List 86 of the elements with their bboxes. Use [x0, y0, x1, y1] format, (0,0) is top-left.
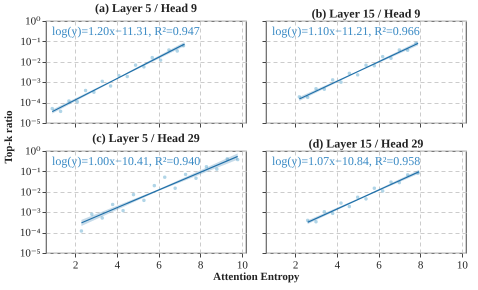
chart-title: (b) Layer 15 / Head 9 — [312, 6, 420, 20]
y-tick-label: 10⁻⁵ — [20, 248, 41, 260]
chart-title: (d) Layer 15 / Head 29 — [308, 136, 424, 150]
point — [163, 175, 166, 179]
x-tick-label: 8 — [198, 260, 204, 272]
point — [90, 212, 94, 216]
x-axis-title: Attention Entropy — [213, 271, 300, 283]
chart-title: (c) Layer 5 / Head 29 — [92, 131, 200, 145]
y-tick-label: 10⁻³ — [20, 76, 42, 89]
annotation: log(y)=1.20x−11.31, R²=0.947 — [52, 24, 200, 38]
y-tick-label: 10⁰ — [25, 16, 42, 28]
y-tick-label: 10⁻³ — [20, 206, 42, 219]
x-tick-label: 8 — [418, 260, 424, 272]
point — [184, 172, 188, 176]
point — [356, 196, 360, 199]
point — [348, 204, 352, 208]
y-tick-label: 10⁰ — [25, 146, 42, 158]
point — [306, 96, 310, 100]
point — [236, 158, 240, 162]
annotation: log(y)=1.00x−10.41, R²=0.940 — [52, 154, 200, 168]
annotation: log(y)=1.07x−10.84, R²=0.958 — [272, 154, 420, 168]
point — [322, 210, 326, 214]
point — [58, 110, 62, 114]
point — [108, 84, 112, 88]
point — [76, 100, 79, 104]
y-tick-label: 10⁻⁴ — [20, 97, 41, 110]
y-tick-label: 10⁻¹ — [20, 36, 40, 48]
point — [158, 58, 162, 62]
point — [176, 49, 179, 53]
point — [132, 192, 136, 196]
point — [298, 95, 302, 99]
point — [110, 202, 114, 206]
point — [348, 72, 352, 76]
point — [142, 198, 146, 202]
x-tick-label: 10 — [236, 260, 248, 272]
point — [173, 186, 177, 190]
point — [152, 184, 156, 188]
point — [406, 173, 410, 177]
point — [398, 180, 402, 184]
point — [314, 86, 318, 90]
point — [322, 88, 326, 92]
y-tick-label: 10⁻⁵ — [20, 118, 41, 130]
point — [364, 63, 368, 67]
point — [356, 73, 360, 77]
point — [121, 208, 125, 212]
point — [339, 201, 343, 205]
x-tick-label: 2 — [292, 260, 298, 272]
point — [126, 74, 129, 78]
point — [100, 80, 104, 84]
point — [372, 186, 376, 190]
x-tick-label: 2 — [72, 260, 78, 272]
point — [364, 197, 368, 201]
y-tick-label: 10⁻¹ — [20, 166, 40, 178]
point — [194, 176, 198, 180]
point — [80, 229, 84, 233]
point — [50, 106, 54, 110]
x-tick-label: 10 — [456, 260, 468, 272]
point — [67, 99, 71, 103]
y-tick-label: 10⁻² — [20, 186, 42, 198]
point — [330, 212, 334, 216]
x-tick-label: 4 — [114, 260, 121, 272]
annotation: log(y)=1.10x−11.21, R²=0.966 — [272, 24, 420, 38]
x-tick-label: 6 — [376, 260, 382, 272]
point — [380, 54, 384, 58]
point — [330, 78, 334, 82]
y-axis-title: Top-k ratio — [3, 110, 15, 164]
x-tick-label: 4 — [334, 260, 341, 272]
point — [84, 88, 88, 92]
point — [100, 216, 104, 220]
point — [398, 48, 402, 52]
point — [215, 167, 219, 171]
point — [389, 56, 393, 60]
point — [406, 48, 410, 52]
point — [204, 164, 208, 168]
point — [226, 157, 229, 161]
point — [134, 63, 138, 67]
y-tick-label: 10⁻⁴ — [20, 227, 41, 240]
point — [314, 220, 318, 224]
x-tick-label: 6 — [156, 260, 162, 272]
point — [380, 189, 384, 193]
point — [150, 56, 154, 60]
point — [389, 180, 393, 184]
point — [306, 218, 310, 222]
point — [339, 80, 343, 84]
chart-title: (a) Layer 5 / Head 9 — [94, 1, 198, 15]
y-tick-label: 10⁻² — [20, 56, 42, 68]
